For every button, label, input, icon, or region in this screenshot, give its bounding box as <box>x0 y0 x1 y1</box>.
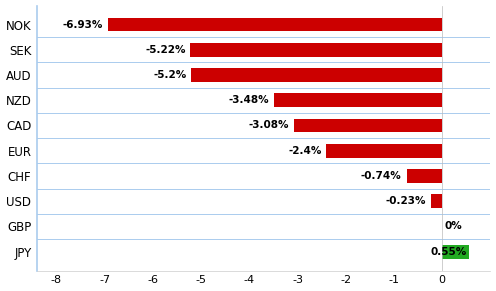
Text: 0%: 0% <box>444 221 462 231</box>
Bar <box>442 245 469 258</box>
Bar <box>326 144 442 158</box>
Bar <box>191 68 442 82</box>
Bar <box>407 169 442 183</box>
Text: -2.4%: -2.4% <box>288 146 321 156</box>
Text: -5.22%: -5.22% <box>145 45 186 55</box>
Text: -3.08%: -3.08% <box>248 120 289 130</box>
Text: -0.23%: -0.23% <box>386 196 426 206</box>
Text: -5.2%: -5.2% <box>153 70 186 80</box>
Bar <box>108 17 442 31</box>
Bar <box>431 194 442 208</box>
Bar <box>274 93 442 107</box>
Bar <box>294 118 442 132</box>
Text: 0.55%: 0.55% <box>430 246 466 257</box>
Bar <box>190 43 442 57</box>
Bar <box>442 245 469 258</box>
Text: -3.48%: -3.48% <box>229 95 269 105</box>
Text: -6.93%: -6.93% <box>62 19 103 30</box>
Text: -0.74%: -0.74% <box>361 171 402 181</box>
